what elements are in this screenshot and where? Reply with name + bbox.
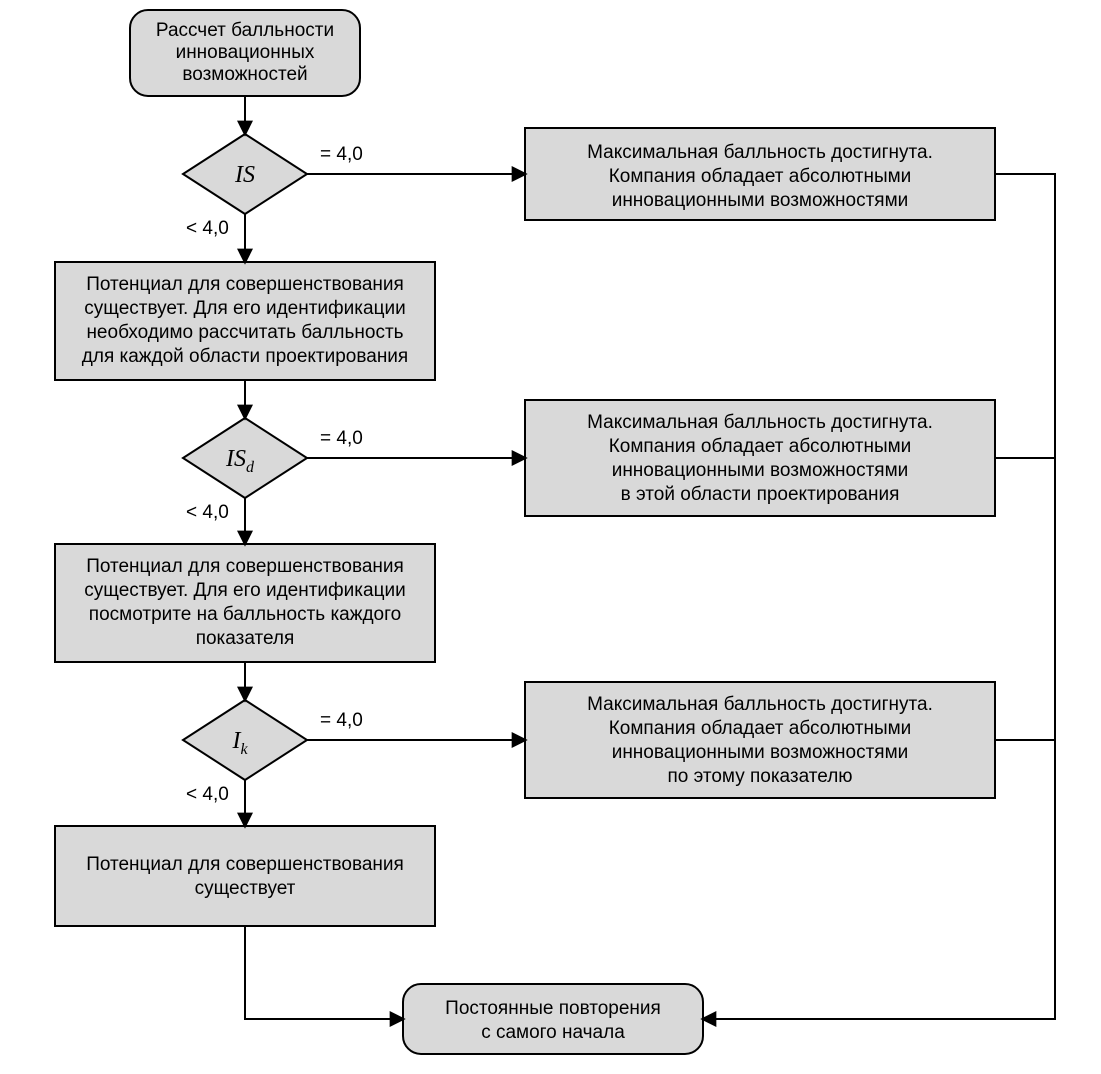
flowchart: Рассчет балльности инновационных возможн… xyxy=(0,0,1101,1074)
p2-line2: посмотрите на балльность каждого xyxy=(89,604,401,625)
r3-line1: Компания обладает абсолютными xyxy=(609,718,912,739)
d2-sub: d xyxy=(246,459,255,476)
p1-line3: для каждой области проектирования xyxy=(82,346,408,367)
r3-line0: Максимальная балльность достигнута. xyxy=(587,694,933,715)
edge-d2-r2-label: = 4,0 xyxy=(320,428,363,449)
node-start-line1: инновационных xyxy=(176,42,315,63)
r1-line0: Максимальная балльность достигнута. xyxy=(587,142,933,163)
node-decision-isd: ISd xyxy=(183,418,307,498)
node-decision-is: IS xyxy=(183,134,307,214)
node-p1: Потенциал для совершенствования существу… xyxy=(55,262,435,380)
node-start: Рассчет балльности инновационных возможн… xyxy=(130,10,360,96)
d2-label: IS xyxy=(225,446,246,472)
p1-line0: Потенциал для совершенствования xyxy=(86,274,404,295)
edge-d1-r1-label: = 4,0 xyxy=(320,144,363,165)
node-r1: Максимальная балльность достигнута. Комп… xyxy=(525,128,995,220)
r2-line2: инновационными возможностями xyxy=(612,460,909,481)
edge-d3-r3-label: = 4,0 xyxy=(320,710,363,731)
end-line0: Постоянные повторения xyxy=(445,998,661,1019)
node-decision-ik: Ik xyxy=(183,700,307,780)
r1-line2: инновационными возможностями xyxy=(612,190,909,211)
edge-p3-end xyxy=(245,926,403,1019)
node-start-line2: возможностей xyxy=(182,64,307,85)
node-p3: Потенциал для совершенствования существу… xyxy=(55,826,435,926)
p1-line2: необходимо рассчитать балльность xyxy=(86,322,403,343)
p2-line0: Потенциал для совершенствования xyxy=(86,556,404,577)
p2-line3: показателя xyxy=(196,628,295,649)
node-end: Постоянные повторения с самого начала xyxy=(403,984,703,1054)
edge-r1-end xyxy=(703,174,1055,1019)
r2-line1: Компания обладает абсолютными xyxy=(609,436,912,457)
node-start-line0: Рассчет балльности xyxy=(156,20,334,41)
node-p2: Потенциал для совершенствования существу… xyxy=(55,544,435,662)
r2-line3: в этой области проектирования xyxy=(621,484,900,505)
p3-line1: существует xyxy=(195,878,296,899)
r1-line1: Компания обладает абсолютными xyxy=(609,166,912,187)
node-r2: Максимальная балльность достигнута. Комп… xyxy=(525,400,995,516)
r3-line3: по этому показателю xyxy=(667,766,852,787)
edge-d2-p2-label: < 4,0 xyxy=(186,502,229,523)
p2-line1: существует. Для его идентификации xyxy=(84,580,405,601)
p3-line0: Потенциал для совершенствования xyxy=(86,854,404,875)
r2-line0: Максимальная балльность достигнута. xyxy=(587,412,933,433)
node-r3: Максимальная балльность достигнута. Комп… xyxy=(525,682,995,798)
d1-label: IS xyxy=(234,162,255,188)
end-line1: с самого начала xyxy=(481,1022,625,1043)
edge-d3-p3-label: < 4,0 xyxy=(186,784,229,805)
r3-line2: инновационными возможностями xyxy=(612,742,909,763)
p1-line1: существует. Для его идентификации xyxy=(84,298,405,319)
d3-sub: k xyxy=(240,741,248,758)
edge-d1-p1-label: < 4,0 xyxy=(186,218,229,239)
